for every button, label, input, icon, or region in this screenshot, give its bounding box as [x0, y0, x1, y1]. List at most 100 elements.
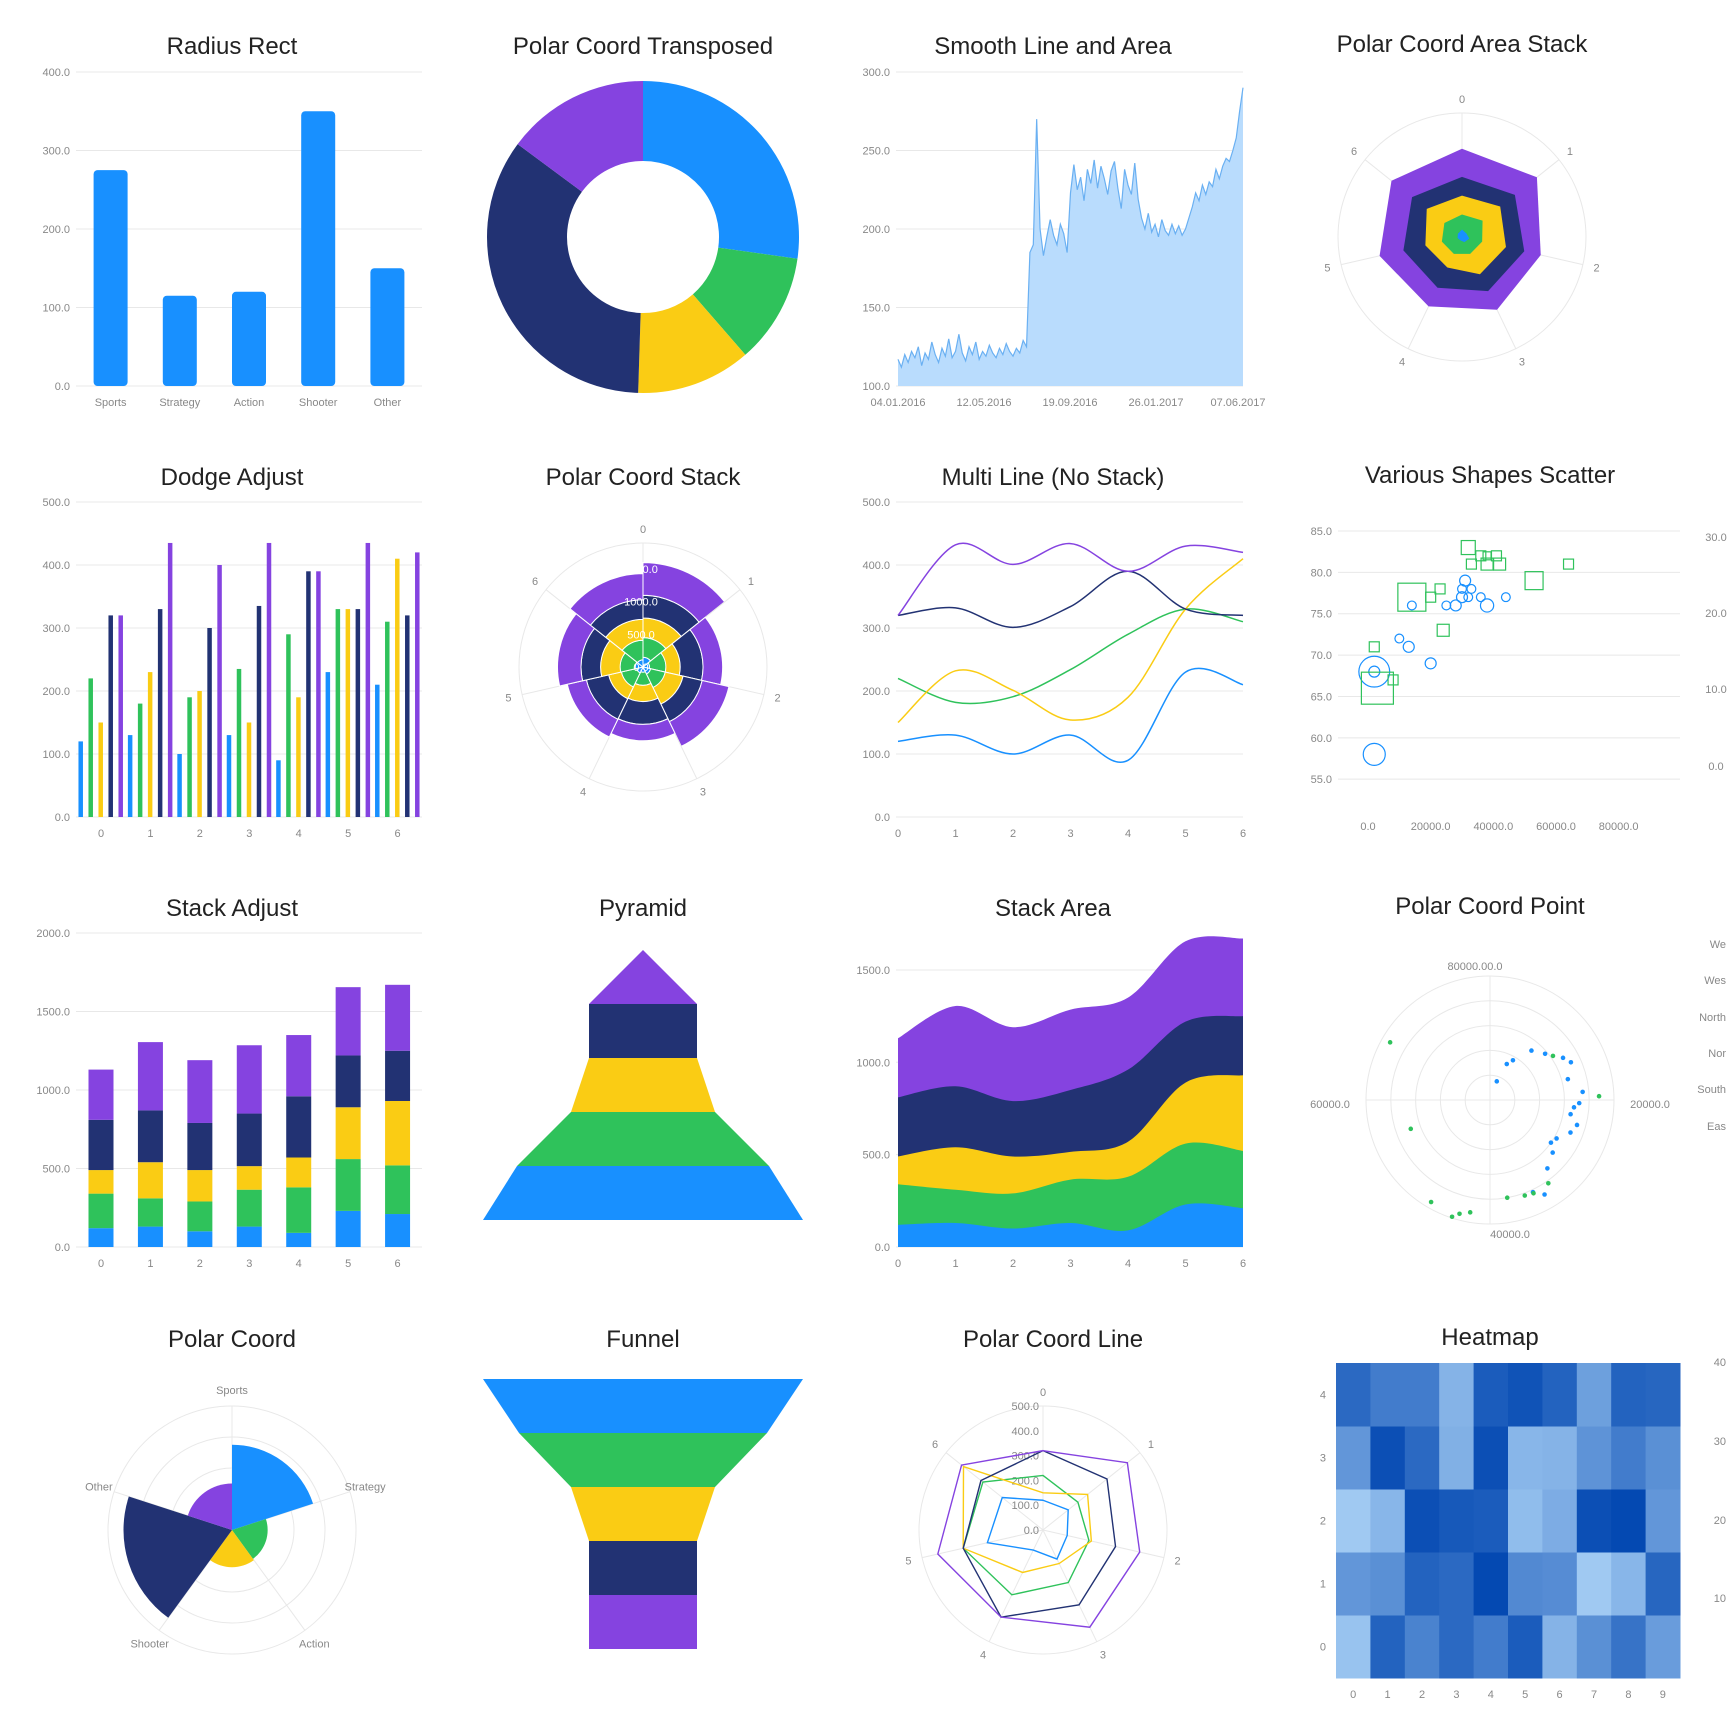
angle-label: 2 — [774, 693, 780, 705]
heatmap-cell — [1336, 1489, 1371, 1553]
y-tick-label: 0.0 — [55, 381, 70, 393]
x-tick-label: 0 — [98, 828, 104, 840]
multi-line: 0.0 100.0 200.0 300.0 400.0 500.0 0 1 2 3 4 5 6 — [862, 497, 1246, 840]
x-tick-label: 6 — [395, 1258, 401, 1270]
heatmap-cell — [1404, 1552, 1440, 1616]
polar-spoke — [1042, 1529, 1165, 1559]
heatmap: 0 1 2 3 4 5 6 7 8 9 0 1 2 3 4 40 30 20 10 — [1320, 1357, 1726, 1701]
scatter-point — [1425, 591, 1437, 603]
series-line — [986, 1496, 1069, 1560]
x-tick-label: 26.01.2017 — [1128, 397, 1183, 409]
scatter-point — [1580, 1089, 1585, 1095]
x-tick-label: 6 — [1240, 1258, 1246, 1270]
bar — [335, 609, 341, 817]
y-tick-label: 100.0 — [862, 749, 890, 761]
x-tick-label: 04.01.2016 — [870, 397, 925, 409]
scatter-point — [1457, 1211, 1462, 1217]
y-tick-label: 200.0 — [42, 224, 70, 236]
stack-segment — [569, 573, 644, 626]
stack-segment — [286, 1035, 312, 1097]
scatter-point — [1479, 598, 1495, 613]
x-tick-label: Other — [374, 397, 402, 409]
stack-segment — [286, 1232, 312, 1247]
polar-coord-area-stack: 0 1 2 3 4 5 6 — [1324, 94, 1599, 368]
y-tick-label: 2000.0 — [36, 928, 70, 940]
scatter-point — [1467, 1210, 1473, 1215]
angle-label: 2 — [1174, 1556, 1180, 1568]
bar — [98, 722, 103, 817]
heatmap-cell — [1370, 1426, 1406, 1490]
y-tick-label: 60.0 — [1311, 733, 1332, 745]
heatmap-cell — [1473, 1426, 1509, 1490]
scatter-point — [1542, 1051, 1548, 1057]
donut-slice — [517, 81, 643, 192]
heatmap-cell — [1473, 1615, 1509, 1679]
donut-slice — [487, 144, 641, 393]
stack-segment — [187, 1201, 213, 1232]
y-tick-label: 200.0 — [862, 686, 890, 698]
side-label: Eas — [1707, 1121, 1726, 1133]
heatmap-cell — [1576, 1363, 1612, 1427]
scatter-point — [1362, 742, 1386, 766]
pyramid-layer — [483, 1166, 803, 1220]
scale-tick-label: 40 — [1714, 1357, 1726, 1369]
y2-tick-label: 30.0 — [1705, 532, 1726, 544]
y-tick-label: 500.0 — [42, 497, 70, 509]
y2-tick-label: 20.0 — [1705, 608, 1726, 620]
scatter-point — [1560, 1055, 1566, 1061]
heatmap-cell — [1645, 1363, 1681, 1427]
x-tick-label: 6 — [395, 828, 401, 840]
side-label: North — [1699, 1012, 1726, 1024]
polar-spoke — [921, 1529, 1044, 1559]
y-tick-label: 0.0 — [875, 812, 890, 824]
y-tick-label: 1000.0 — [856, 1057, 890, 1069]
heatmap-cell — [1576, 1615, 1612, 1679]
pyramid-layer — [589, 950, 697, 1004]
angle-label: 0 — [1040, 1387, 1046, 1399]
stack-segment — [335, 987, 361, 1056]
stack-area: 0.0 500.0 1000.0 1500.0 0 1 2 3 4 5 6 — [856, 936, 1246, 1270]
heatmap-title: Heatmap — [1441, 1324, 1538, 1351]
stack-segment — [137, 1162, 163, 1199]
rose-slice — [232, 1518, 268, 1559]
heatmap-cell — [1404, 1489, 1440, 1553]
scatter-point — [1406, 600, 1417, 611]
polar-coord: Sports Strategy Action Shooter Other — [85, 1385, 386, 1655]
bar — [197, 691, 202, 817]
y-tick-label: 400.0 — [862, 560, 890, 572]
x-tick-label: 2 — [1419, 1689, 1425, 1701]
bar — [306, 571, 311, 817]
bar — [78, 741, 83, 817]
bar — [296, 697, 301, 817]
stack-segment — [137, 1110, 163, 1163]
rose-slice — [187, 1483, 232, 1530]
dodge-adjust-title: Dodge Adjust — [161, 464, 304, 491]
y2-tick-label: 10.0 — [1705, 684, 1726, 696]
scatter-point — [1463, 592, 1474, 603]
scatter-point — [1522, 1193, 1528, 1198]
y-tick-label: 400.0 — [42, 560, 70, 572]
angle-label: 6 — [1351, 146, 1357, 158]
bar — [167, 542, 173, 817]
bar — [385, 621, 390, 817]
polar-coord-line-title: Polar Coord Line — [963, 1326, 1143, 1353]
stack-segment — [236, 1045, 262, 1114]
scatter-point — [1402, 640, 1415, 653]
scatter-point — [1568, 1059, 1574, 1065]
angle-label: 4 — [1399, 356, 1405, 368]
stack-segment — [88, 1228, 114, 1247]
heatmap-cell — [1576, 1489, 1612, 1553]
heatmap-cell — [1404, 1426, 1440, 1490]
bar — [147, 672, 153, 817]
scatter-point — [1546, 1180, 1551, 1186]
stack-segment — [335, 1210, 361, 1247]
bar — [276, 760, 281, 817]
smooth-line-area: 100.0 150.0 200.0 250.0 300.0 04.01.2016 12.05… — [862, 67, 1265, 409]
donut-slice — [692, 247, 798, 355]
area-line — [897, 87, 1244, 369]
funnel-layer — [589, 1541, 697, 1595]
y-tick-label: 300.0 — [862, 623, 890, 635]
scatter-point — [1455, 591, 1469, 604]
y-tick-label: 200.0 — [42, 686, 70, 698]
scatter-point — [1565, 1076, 1571, 1082]
